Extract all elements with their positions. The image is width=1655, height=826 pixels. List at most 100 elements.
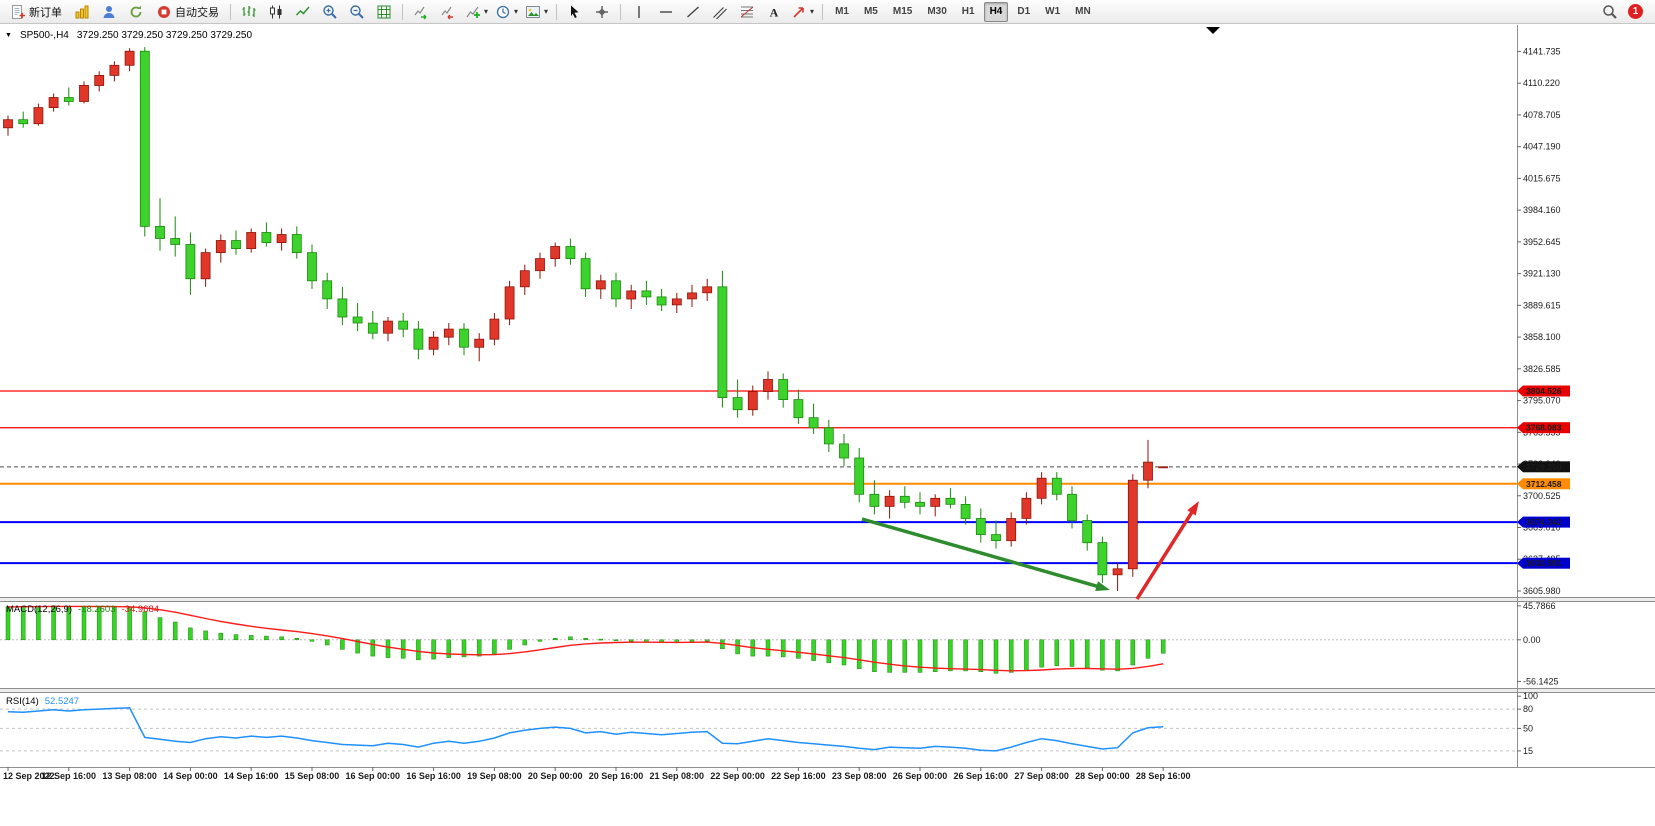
refresh-icon xyxy=(128,4,144,20)
auto-scroll-button[interactable] xyxy=(408,1,434,23)
chart-shift-button[interactable] xyxy=(435,1,461,23)
zoom-out-icon xyxy=(349,4,365,20)
candle xyxy=(717,270,728,408)
hline-icon xyxy=(658,4,674,20)
toolbar-separator xyxy=(822,3,824,20)
candle xyxy=(139,47,150,237)
macd-histogram-bar xyxy=(978,639,984,672)
svg-text:4015.675: 4015.675 xyxy=(1523,173,1561,183)
macd-histogram-bar xyxy=(431,639,436,660)
candle xyxy=(641,280,652,305)
zoom-in-button[interactable] xyxy=(317,1,343,23)
grid-icon xyxy=(376,4,392,20)
macd-panel[interactable]: 45.7866 0.00 -56.1425 xyxy=(0,601,1559,687)
grid-button[interactable] xyxy=(371,1,397,23)
macd-histogram-bar xyxy=(613,639,619,642)
toolbar-separator xyxy=(402,3,403,20)
macd-histogram-bar xyxy=(841,639,847,666)
fibonacci-button[interactable] xyxy=(734,1,760,23)
candle xyxy=(94,71,105,92)
candle xyxy=(1082,514,1093,551)
channel-button[interactable] xyxy=(707,1,733,23)
templates-button[interactable]: ▾ xyxy=(522,1,551,23)
macd-histogram-bar xyxy=(765,639,771,657)
svg-text:21 Sep 08:00: 21 Sep 08:00 xyxy=(650,771,705,781)
refresh-button[interactable] xyxy=(123,1,149,23)
vertical-line-button[interactable] xyxy=(626,1,652,23)
auto-trading-button[interactable]: 自动交易 xyxy=(150,1,225,23)
macd-label: MACD(12,26,9) -18.2603 -34.9684 xyxy=(6,604,159,615)
profile-button[interactable] xyxy=(96,1,122,23)
periods-button[interactable]: ▾ xyxy=(492,1,521,23)
clock-icon xyxy=(495,4,511,20)
charts-button[interactable] xyxy=(69,1,95,23)
candle xyxy=(215,234,226,263)
candle xyxy=(975,508,986,543)
candlestick-button[interactable] xyxy=(263,1,289,23)
line-chart-button[interactable] xyxy=(290,1,316,23)
candle xyxy=(1067,486,1077,529)
macd-signal-line xyxy=(7,605,1164,672)
timeframe-button-h4[interactable]: H4 xyxy=(983,1,1009,22)
timeframe-button-w1[interactable]: W1 xyxy=(1045,6,1061,17)
chart-shift-marker-icon[interactable] xyxy=(1206,27,1220,34)
line-icon xyxy=(295,4,311,20)
macd-histogram-bar xyxy=(233,634,239,641)
crosshair-icon xyxy=(594,4,610,20)
macd-name: MACD(12,26,9) xyxy=(6,604,72,615)
zoom-out-button[interactable] xyxy=(344,1,370,23)
timeframe-button-m15[interactable]: M15 xyxy=(892,6,913,17)
one-click-trading-expand-icon[interactable]: ▼ xyxy=(5,32,12,39)
rsi-panel[interactable]: 100 80 50 15 xyxy=(0,691,1538,756)
candle xyxy=(702,278,713,301)
macd-histogram-bar xyxy=(218,632,224,641)
candle xyxy=(413,321,424,360)
timeframe-button-m1[interactable]: M1 xyxy=(835,6,849,17)
candle xyxy=(322,272,333,309)
notification-badge[interactable]: 1 xyxy=(1628,4,1643,19)
crosshair-button[interactable] xyxy=(589,1,615,23)
indicators-button[interactable]: ▾ xyxy=(462,1,491,23)
svg-text:20 Sep 00:00: 20 Sep 00:00 xyxy=(528,771,583,781)
candle xyxy=(3,115,13,136)
chart-canvas[interactable]: 4141.735 4110.220 4078.705 4047.190 4015.675… xyxy=(0,25,1655,825)
timeframe-button-h1[interactable]: H1 xyxy=(961,6,975,17)
arrows-button[interactable]: ▾ xyxy=(788,1,817,23)
candle xyxy=(793,389,804,424)
timeframe-button-mn[interactable]: MN xyxy=(1075,6,1091,17)
macd-histogram-bar xyxy=(1115,639,1120,672)
svg-text:23 Sep 08:00: 23 Sep 08:00 xyxy=(832,771,887,781)
timeframe-button-m30[interactable]: M30 xyxy=(927,6,947,17)
cursor-button[interactable] xyxy=(562,1,588,23)
candlestick-series[interactable] xyxy=(3,47,1169,591)
chart-window[interactable]: 4141.735 4110.220 4078.705 4047.190 4015.675… xyxy=(0,25,1655,826)
candle xyxy=(884,490,895,519)
svg-text:14 Sep 00:00: 14 Sep 00:00 xyxy=(163,771,218,781)
candle xyxy=(504,280,515,326)
macd-histogram-bar xyxy=(142,611,148,641)
timeframe-button-m5[interactable]: M5 xyxy=(863,6,878,17)
toolbar: 新订单 自动交易 ▾ ▾ ▾ A ▾ M1 M5 M15 M30 H1 H4 D1 W1 MN 1 xyxy=(0,0,1655,24)
drawn-objects[interactable] xyxy=(861,501,1199,600)
new-order-button[interactable]: 新订单 xyxy=(4,1,68,23)
svg-text:22 Sep 16:00: 22 Sep 16:00 xyxy=(771,771,826,781)
candle xyxy=(823,419,834,452)
horizontal-level-lines[interactable] xyxy=(0,390,1517,565)
macd-histogram-bar xyxy=(248,635,254,641)
svg-text:14 Sep 16:00: 14 Sep 16:00 xyxy=(224,771,279,781)
svg-text:19 Sep 08:00: 19 Sep 08:00 xyxy=(467,771,522,781)
svg-text:16 Sep 00:00: 16 Sep 00:00 xyxy=(346,771,401,781)
price-axis[interactable]: 4141.735 4110.220 4078.705 4047.190 4015.675… xyxy=(1517,46,1561,596)
macd-histogram-bar xyxy=(461,639,467,658)
text-button[interactable]: A xyxy=(761,1,787,23)
bar-chart-button[interactable] xyxy=(236,1,262,23)
search-button[interactable] xyxy=(1597,1,1623,23)
horizontal-line-button[interactable] xyxy=(653,1,679,23)
panel-splitter[interactable] xyxy=(0,688,1655,693)
trendline-button[interactable] xyxy=(680,1,706,23)
panel-splitter[interactable] xyxy=(0,597,1655,602)
svg-text:28 Sep 16:00: 28 Sep 16:00 xyxy=(1136,771,1191,781)
timeframe-button-d1[interactable]: D1 xyxy=(1017,6,1031,17)
svg-text:22 Sep 00:00: 22 Sep 00:00 xyxy=(710,771,765,781)
